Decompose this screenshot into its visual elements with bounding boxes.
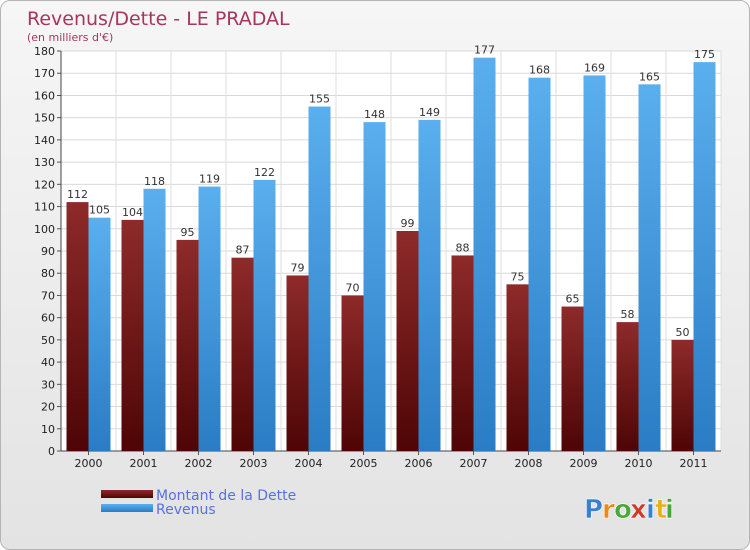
bar-dette-2009 [561,306,584,451]
chart-subtitle: (en milliers d'€) [27,31,113,44]
value-label-revenus-2008: 168 [529,64,550,77]
bar-revenus-2002 [198,186,221,452]
y-tick-label-70: 70 [41,289,55,302]
legend-label-revenus: Revenus [156,502,216,518]
bar-revenus-2005 [363,122,386,451]
y-tick-label-120: 120 [34,178,55,191]
bar-revenus-2000 [88,217,111,451]
value-label-revenus-2005: 148 [364,108,385,121]
y-tick-label-110: 110 [34,201,55,214]
value-label-revenus-2003: 122 [254,166,275,179]
y-tick-label-30: 30 [41,378,55,391]
value-label-revenus-2000: 105 [89,204,110,217]
bar-dette-2007 [451,255,474,451]
bar-dette-2008 [506,284,529,451]
bar-revenus-2007 [473,57,496,452]
bar-revenus-2006 [418,119,441,451]
value-label-dette-2003: 87 [236,244,250,257]
y-tick-label-100: 100 [34,223,55,236]
value-label-dette-2002: 95 [181,226,195,239]
value-label-dette-2009: 65 [566,293,580,306]
bar-revenus-2003 [253,179,276,451]
x-tick-label-2000: 2000 [75,457,103,470]
value-label-revenus-2011: 175 [694,48,715,61]
bar-dette-2006 [396,231,419,451]
value-label-dette-2011: 50 [676,326,690,339]
value-label-revenus-2004: 155 [309,93,330,106]
y-tick-label-50: 50 [41,334,55,347]
y-tick-label-0: 0 [48,445,55,458]
chart-title: Revenus/Dette - LE PRADAL [27,8,290,30]
x-tick-label-2005: 2005 [350,457,378,470]
value-label-dette-2005: 70 [346,281,360,294]
y-tick-label-140: 140 [34,134,55,147]
value-label-dette-2000: 112 [67,188,88,201]
proxiti-logo: Pr ox i ti [584,495,675,526]
legend-label-dette: Montant de la Dette [156,488,296,504]
value-label-dette-2008: 75 [511,270,525,283]
x-tick-label-2001: 2001 [130,457,158,470]
y-tick-label-60: 60 [41,312,55,325]
bar-dette-2004 [286,275,309,451]
axis-layer: 0 10 20 30 40 50 60 70 80 90 100 110 120 130 140 150 160… [34,45,721,470]
legend-swatch-revenus [101,504,153,512]
y-tick-label-10: 10 [41,423,55,436]
x-tick-label-2010: 2010 [625,457,653,470]
legend-swatch-dette [101,490,153,498]
bar-dette-2001 [121,219,144,451]
logo-letter-6: i [665,495,674,525]
y-tick-label-150: 150 [34,112,55,125]
logo-letter-3: x [630,495,647,525]
value-label-revenus-2002: 119 [199,173,220,186]
bar-dette-2003 [231,257,254,451]
value-label-revenus-2009: 169 [584,61,605,74]
bar-dette-2011 [671,339,694,451]
bar-dette-2000 [66,202,89,451]
x-tick-label-2003: 2003 [240,457,268,470]
value-label-revenus-2010: 165 [639,70,660,83]
bar-revenus-2001 [143,188,166,451]
y-tick-label-130: 130 [34,156,55,169]
logo-letter-2: o [614,495,632,525]
bar-revenus-2009 [583,75,606,451]
x-tick-label-2008: 2008 [515,457,543,470]
value-label-dette-2010: 58 [621,308,635,321]
y-tick-label-40: 40 [41,356,55,369]
y-tick-label-170: 170 [34,67,55,80]
x-tick-label-2007: 2007 [460,457,488,470]
y-tick-label-160: 160 [34,89,55,102]
y-tick-label-20: 20 [41,401,55,414]
bar-dette-2010 [616,322,639,451]
bar-revenus-2011 [693,62,716,451]
value-label-revenus-2007: 177 [474,44,495,57]
x-tick-label-2009: 2009 [570,457,598,470]
x-tick-label-2004: 2004 [295,457,323,470]
logo-letter-4: i [646,495,655,525]
x-tick-label-2002: 2002 [185,457,213,470]
bar-revenus-2004 [308,106,331,452]
value-label-dette-2007: 88 [456,241,470,254]
value-label-dette-2001: 104 [122,206,143,219]
logo-letter-0: P [584,495,603,525]
value-label-dette-2006: 99 [401,217,415,230]
bar-revenus-2008 [528,77,551,452]
x-tick-label-2006: 2006 [405,457,433,470]
bar-revenus-2010 [638,84,661,451]
x-tick-label-2011: 2011 [680,457,708,470]
y-tick-label-90: 90 [41,245,55,258]
logo-letter-1: r [602,495,615,525]
y-tick-label-80: 80 [41,267,55,280]
y-tick-label-180: 180 [34,45,55,58]
bar-layer [66,57,716,452]
logo-letter-5: t [655,495,667,525]
value-label-revenus-2001: 118 [144,175,165,188]
bar-dette-2005 [341,295,364,451]
value-label-dette-2004: 79 [291,261,305,274]
value-label-revenus-2006: 149 [419,106,440,119]
bar-dette-2002 [176,239,199,451]
